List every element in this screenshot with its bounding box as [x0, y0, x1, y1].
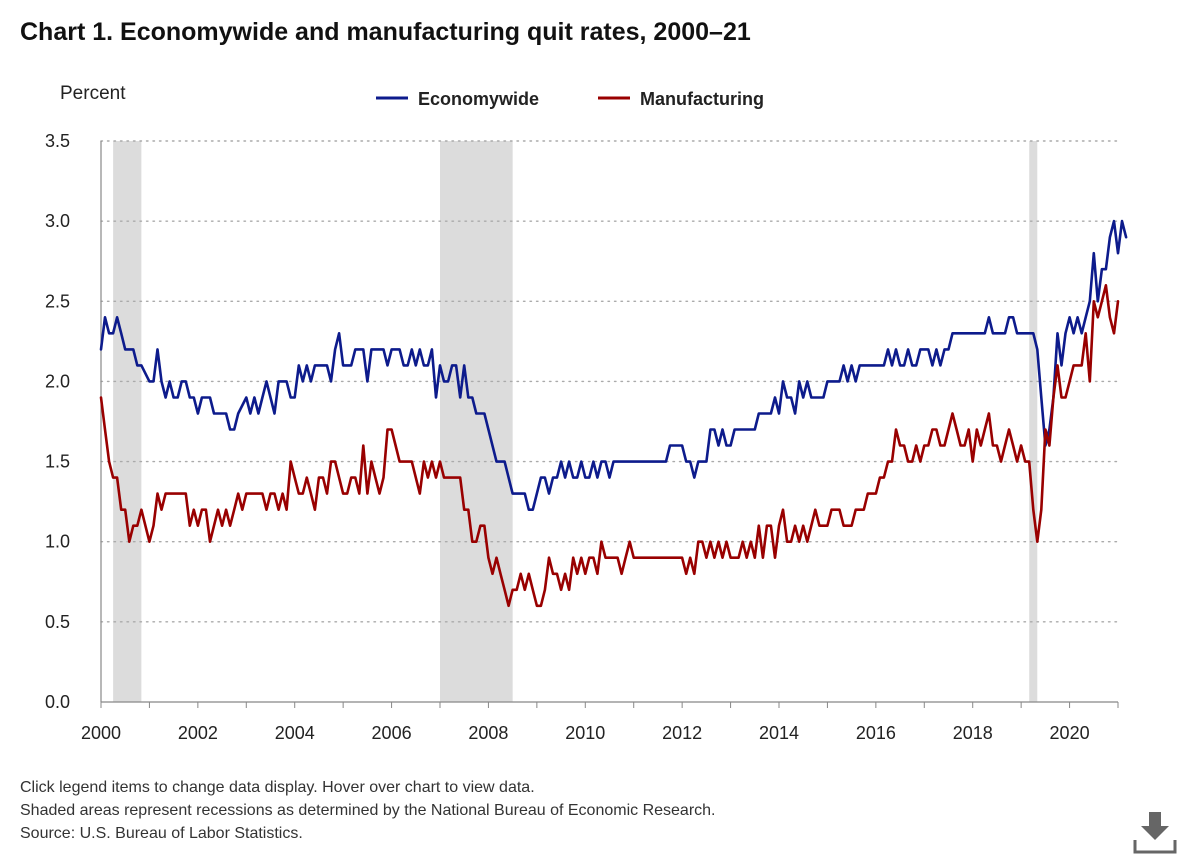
legend: Economywide Manufacturing [376, 89, 764, 109]
recession-band-2 [440, 141, 513, 702]
y-tick-label: 0.5 [45, 612, 70, 632]
x-tick-label: 2008 [468, 723, 508, 743]
y-tick-label: 1.5 [45, 452, 70, 472]
y-tick-label: 0.0 [45, 692, 70, 712]
note-recessions: Shaded areas represent recessions as det… [20, 802, 716, 819]
legend-label-economywide: Economywide [418, 89, 539, 109]
legend-item-economywide[interactable]: Economywide [376, 89, 539, 109]
recession-bands [113, 141, 1038, 702]
axes: 0.0 0.5 1.0 1.5 2.0 2.5 3.0 3.5 2000 2002 2004 2006… [45, 131, 1119, 743]
y-tick-label: 2.5 [45, 291, 70, 311]
y-tick-label: 3.0 [45, 211, 70, 231]
download-button[interactable] [1133, 810, 1177, 854]
x-tick-label: 2014 [759, 723, 799, 743]
series-line-economywide[interactable] [99, 219, 1128, 511]
x-tick-label: 2006 [372, 723, 412, 743]
recession-band-1 [113, 141, 142, 702]
quit-rate-chart[interactable]: Percent Economywide Manufacturing 0.0 0.5… [0, 0, 1200, 770]
x-tick-label: 2010 [565, 723, 605, 743]
chart-notes: Click legend items to change data displa… [20, 776, 716, 845]
download-icon [1133, 812, 1177, 854]
x-tick-label: 2012 [662, 723, 702, 743]
recession-band-3 [1029, 141, 1038, 702]
legend-label-manufacturing: Manufacturing [640, 89, 764, 109]
note-interaction: Click legend items to change data displa… [20, 779, 535, 796]
gridlines [100, 140, 1119, 623]
series-line-manufacturing[interactable] [99, 284, 1120, 608]
chart-title: Chart 1. Economywide and manufacturing q… [20, 18, 751, 46]
y-tick-label: 3.5 [45, 131, 70, 151]
y-axis-title: Percent [60, 83, 126, 104]
x-tick-label: 2020 [1050, 723, 1090, 743]
x-tick-label: 2002 [178, 723, 218, 743]
note-source: Source: U.S. Bureau of Labor Statistics. [20, 825, 303, 842]
series-lines [99, 219, 1128, 608]
x-tick-label: 2018 [953, 723, 993, 743]
x-tick-label: 2000 [81, 723, 121, 743]
y-tick-label: 1.0 [45, 532, 70, 552]
y-tick-label: 2.0 [45, 371, 70, 391]
x-tick-label: 2016 [856, 723, 896, 743]
x-tick-label: 2004 [275, 723, 315, 743]
legend-item-manufacturing[interactable]: Manufacturing [598, 89, 764, 109]
